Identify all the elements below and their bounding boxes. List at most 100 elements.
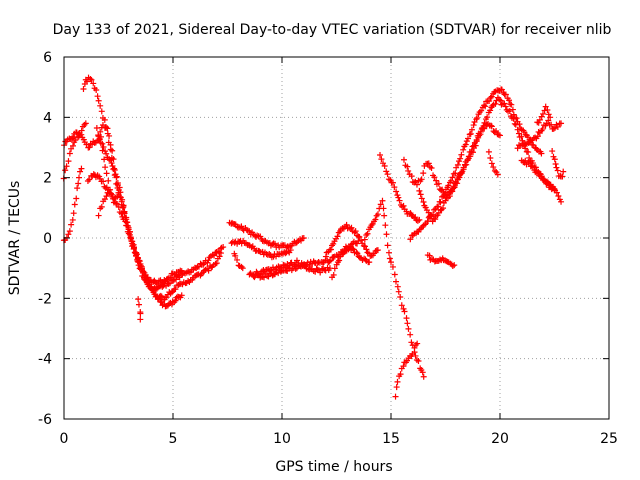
data-point-marker: [430, 211, 437, 218]
data-point-marker: [392, 278, 399, 285]
data-point-marker: [432, 216, 439, 223]
data-point-marker: [422, 204, 429, 211]
x-axis-label: GPS time / hours: [275, 459, 392, 475]
data-point-marker: [508, 101, 515, 108]
data-point-marker: [420, 198, 427, 205]
data-point-marker: [103, 170, 110, 177]
data-point-marker: [395, 194, 402, 201]
data-point-marker: [450, 183, 457, 190]
data-point-marker: [238, 263, 245, 270]
data-point-marker: [331, 265, 338, 272]
data-point-marker: [458, 151, 465, 158]
data-point-marker: [326, 258, 333, 265]
data-point-marker: [82, 120, 89, 127]
data-point-marker: [95, 212, 102, 219]
data-point-marker: [93, 87, 100, 94]
data-point-marker: [135, 296, 142, 303]
data-point-marker: [75, 133, 82, 140]
data-point-marker: [83, 141, 90, 148]
data-point-marker: [170, 277, 177, 284]
data-point-marker: [551, 186, 558, 193]
data-point-marker: [135, 301, 142, 308]
data-point-marker: [482, 103, 489, 110]
data-point-marker: [497, 132, 503, 139]
data-point-marker: [388, 259, 394, 266]
data-point-marker: [330, 240, 337, 247]
data-point-marker: [560, 168, 567, 175]
data-point-marker: [446, 193, 453, 200]
data-point-marker: [113, 180, 120, 187]
data-point-marker: [431, 174, 438, 181]
data-point-marker: [73, 195, 80, 202]
data-point-marker: [464, 135, 471, 142]
data-point-marker: [467, 130, 474, 137]
data-point-marker: [539, 126, 546, 133]
data-point-marker: [543, 178, 550, 185]
data-point-marker: [133, 251, 140, 258]
data-point-marker: [400, 202, 407, 209]
data-point-marker: [452, 170, 459, 177]
data-point-marker: [539, 110, 546, 117]
data-point-marker: [544, 106, 551, 113]
data-point-marker: [101, 116, 108, 123]
data-point-marker: [552, 160, 559, 167]
data-point-marker: [473, 116, 480, 123]
data-point-marker: [458, 169, 465, 176]
data-point-marker: [425, 160, 432, 167]
y-tick-label: 0: [43, 231, 52, 247]
data-point-marker: [440, 205, 447, 212]
data-point-marker: [132, 250, 139, 257]
data-point-marker: [372, 216, 379, 223]
data-point-marker: [548, 121, 555, 128]
data-point-marker: [419, 369, 426, 376]
data-point-marker: [327, 246, 334, 253]
data-point-marker: [96, 135, 103, 142]
data-point-marker: [220, 244, 227, 251]
data-point-marker: [489, 102, 496, 109]
data-point-marker: [454, 175, 461, 182]
data-point-marker: [212, 249, 219, 256]
data-point-marker: [420, 373, 427, 380]
data-point-marker: [94, 93, 101, 100]
data-point-marker: [256, 248, 263, 255]
data-point-marker: [522, 157, 529, 164]
data-point-marker: [364, 230, 371, 237]
data-point-marker: [327, 257, 334, 264]
data-point-marker: [353, 249, 360, 256]
data-point-marker: [486, 97, 493, 104]
data-point-marker: [380, 205, 387, 212]
data-point-marker: [63, 163, 70, 170]
data-point-marker: [110, 199, 117, 206]
data-point-marker: [551, 156, 558, 163]
data-point-marker: [317, 269, 324, 276]
data-point-marker: [69, 216, 76, 223]
x-tick-label: 5: [169, 431, 178, 447]
data-point-marker: [481, 102, 488, 109]
data-point-marker: [398, 302, 405, 309]
data-point-marker: [404, 320, 411, 327]
data-point-marker: [115, 189, 122, 196]
data-point-marker: [125, 230, 132, 237]
data-point-marker: [553, 164, 560, 171]
data-point-marker: [480, 122, 487, 129]
data-point-marker: [400, 363, 407, 370]
data-point-marker: [378, 156, 385, 163]
y-tick-label: 4: [43, 110, 52, 126]
data-point-marker: [98, 108, 105, 115]
data-point-marker: [136, 258, 143, 265]
data-point-marker: [384, 242, 391, 249]
data-point-marker: [292, 265, 299, 272]
data-point-marker: [528, 162, 535, 169]
data-point-marker: [449, 188, 456, 195]
data-point-marker: [401, 308, 408, 315]
data-point-marker: [374, 247, 381, 254]
data-point-marker: [128, 237, 135, 244]
data-point-marker: [424, 218, 431, 225]
data-point-marker: [497, 97, 504, 104]
data-point-marker: [515, 130, 522, 137]
data-point-marker: [397, 293, 404, 300]
data-point-marker: [550, 125, 557, 132]
data-point-marker: [506, 97, 513, 104]
data-point-marker: [322, 253, 329, 260]
